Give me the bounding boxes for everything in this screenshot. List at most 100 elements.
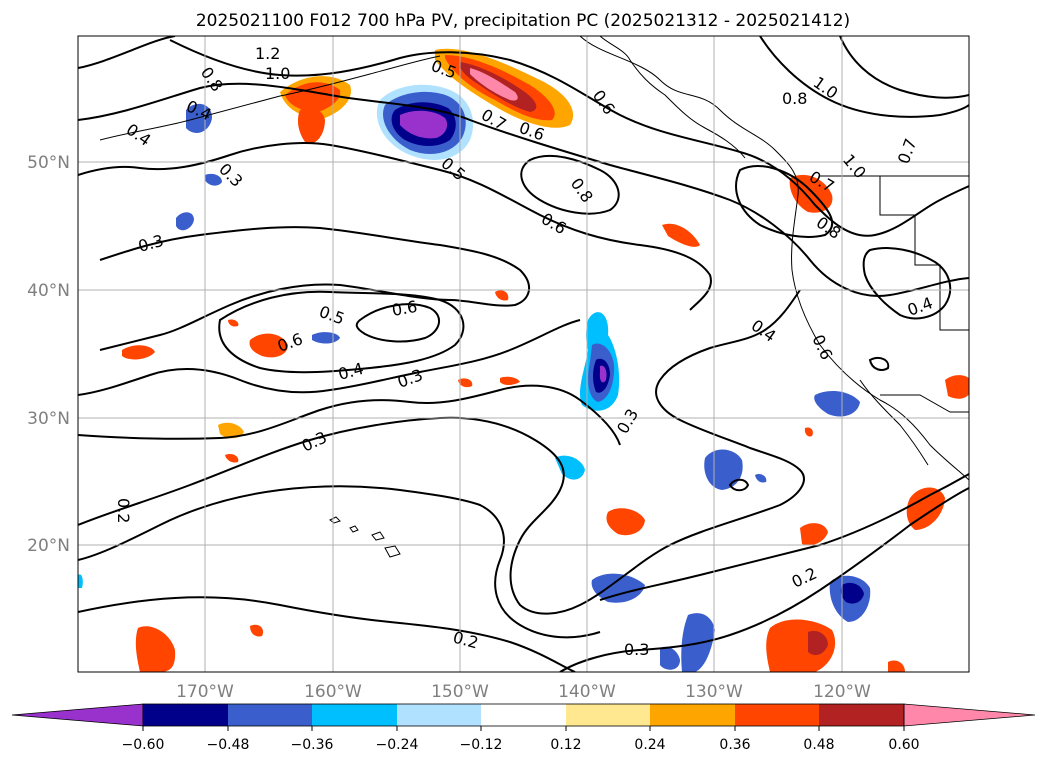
colorbar-bin [650,704,735,726]
precip-patch-negative [555,455,585,480]
precip-patch-negative [400,110,448,139]
contour-label: 0.6 [390,297,418,320]
precip-patch-negative [591,573,645,603]
precip-patch-negative [176,212,194,231]
pv-contour-line [78,142,712,311]
precip-patch-positive [225,453,239,463]
pv-contour-line [78,289,805,615]
colorbar-extend-high [903,703,1036,727]
precip-patch-positive [606,508,645,536]
precip-patch-negative [814,390,860,417]
precip-patch-positive [804,427,813,437]
colorbar-extend-low [11,703,144,727]
figure-title: 2025021100 F012 700 hPa PV, precipitatio… [196,11,850,31]
colorbar-bin [735,704,819,726]
precip-patch-negative [755,473,767,483]
pv-contour-line [735,165,834,238]
pv-contour-line [559,487,969,672]
pv-contour-line [218,290,465,374]
pv-contour-line [99,226,530,351]
pv-contour-line [839,36,969,99]
colorbar-tick-label: −0.36 [291,737,334,753]
lon-label-140w: 140°W [558,682,616,702]
precip-patch-negative [660,646,680,670]
lon-label-150w: 150°W [431,682,489,702]
precip-patch-positive [470,68,518,101]
precip-patch-negative [205,173,222,186]
colorbar-frame [142,703,905,727]
gridlines [78,36,969,672]
lon-label-170w: 170°W [176,682,234,702]
colorbar-bin [819,704,904,726]
precip-patch-negative [78,574,83,588]
colorbar-bin [228,704,312,726]
map-frame [77,35,970,673]
colorbar-tick-label: −0.24 [376,737,419,753]
contour-label: 1.0 [265,64,290,83]
pv-contour-line [728,478,750,492]
pv-contour-line [78,384,621,446]
precip-patch-positive [228,319,239,327]
colorbar-tick-label: 0.12 [550,737,581,753]
colorbar-bin [312,704,397,726]
precip-patch-positive [500,376,520,385]
colorbar-bin [481,704,566,726]
colorbar: −0.60 −0.48 −0.36 −0.24 −0.12 0.12 0.24 … [11,703,1036,753]
precip-patch-positive [249,333,288,358]
colorbar-bin [397,704,481,726]
precip-patch-positive [495,290,509,301]
contour-label: 0.2 [114,498,133,523]
lon-label-160w: 160°W [304,682,362,702]
precip-patch-positive [945,375,969,399]
hawaiian-islands [329,516,401,558]
border-usa-mexico [880,394,969,413]
pv-contour-line [355,303,440,343]
colorbar-bin [566,704,650,726]
precip-patch-positive [662,223,700,247]
lat-label-20n: 20°N [27,536,70,556]
pv-contours [78,36,969,672]
pv-contour-line [169,39,969,237]
precip-patch-positive [122,345,155,360]
colorbar-bin [143,704,228,726]
lat-label-40n: 40°N [27,281,70,301]
precip-patch-positive [297,107,325,144]
pv-contour-line [78,36,176,69]
ocean-background [78,36,969,672]
precip-patch-positive [135,626,176,672]
lat-label-30n: 30°N [27,409,70,429]
border-states [879,176,969,331]
lon-label-120w: 120°W [813,682,871,702]
latitude-labels: 50°N 40°N 30°N 20°N [27,153,70,556]
precip-patch-negative [840,582,864,604]
pv-contour-line [599,473,969,601]
precip-patch-positive [906,487,945,530]
longitude-labels: 170°W 160°W 150°W 140°W 130°W 120°W [176,682,871,702]
colorbar-tick-label: 0.36 [719,737,750,753]
pv-contour-line [78,319,581,396]
precip-patch-negative [599,365,607,383]
lat-label-50n: 50°N [27,153,70,173]
colorbar-tick-label: 0.24 [634,737,665,753]
contour-label: 0.3 [624,640,649,659]
pv-contour-line [862,247,952,320]
contour-label: 1.2 [255,44,280,63]
precip-patch-positive [250,624,264,637]
pv-contour-line [78,485,601,639]
lon-label-130w: 130°W [685,682,743,702]
colorbar-tick-label: 0.60 [888,737,919,753]
precip-patch-positive [808,630,828,656]
precip-patch-positive [218,422,244,439]
coastline-baja [859,379,929,466]
colorbar-ticks [142,726,905,731]
coastline-alaska [599,36,746,159]
pv-contour-line [868,357,890,371]
colorbar-tick-label: 0.48 [803,737,834,753]
colorbar-tick-label: −0.60 [122,737,165,753]
precip-patch-positive [800,523,828,546]
pv-contour-line [520,154,620,215]
precip-patch-positive [888,660,905,672]
aleutian-islands [99,55,441,141]
precip-patch-positive [458,378,473,388]
